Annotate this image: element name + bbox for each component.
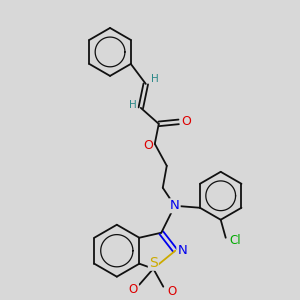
Text: O: O xyxy=(143,139,153,152)
Text: O: O xyxy=(168,285,177,298)
Text: N: N xyxy=(170,199,180,212)
Text: H: H xyxy=(151,74,159,84)
Text: N: N xyxy=(177,244,187,257)
Text: O: O xyxy=(129,283,138,296)
Text: O: O xyxy=(181,116,191,128)
Text: H: H xyxy=(129,100,137,110)
Text: S: S xyxy=(149,256,158,270)
Text: Cl: Cl xyxy=(229,234,241,247)
